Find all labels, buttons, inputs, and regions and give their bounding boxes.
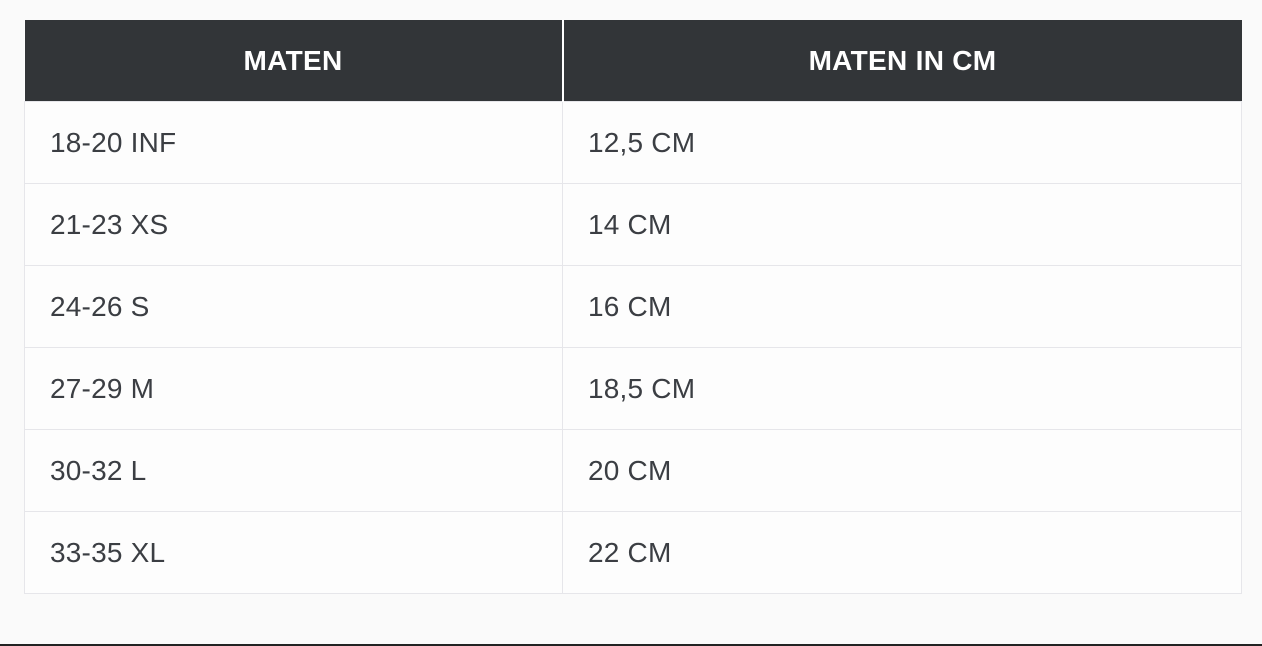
size-cm-cell: 16 CM (562, 265, 1242, 348)
size-cm-cell: 12,5 CM (562, 101, 1242, 184)
size-chart-table: MATEN MATEN IN CM 18-20 INF 12,5 CM 21-23 … (24, 20, 1242, 594)
table-row: 24-26 S 16 CM (24, 265, 1242, 348)
size-cm-cell: 22 CM (562, 511, 1242, 594)
header-sizes-cm: MATEN IN CM (561, 20, 1242, 102)
size-cm-cell: 20 CM (562, 429, 1242, 512)
size-cell: 27-29 M (24, 347, 563, 430)
size-cell: 18-20 INF (24, 101, 563, 184)
size-cell: 33-35 XL (24, 511, 563, 594)
size-cm-cell: 14 CM (562, 183, 1242, 266)
size-cell: 21-23 XS (24, 183, 563, 266)
table-row: 33-35 XL 22 CM (24, 511, 1242, 594)
size-cell: 24-26 S (24, 265, 563, 348)
bottom-divider (0, 644, 1262, 646)
size-cm-cell: 18,5 CM (562, 347, 1242, 430)
header-row: MATEN MATEN IN CM (24, 20, 1242, 102)
size-cell: 30-32 L (24, 429, 563, 512)
table-row: 27-29 M 18,5 CM (24, 347, 1242, 430)
table-row: 21-23 XS 14 CM (24, 183, 1242, 266)
table-row: 18-20 INF 12,5 CM (24, 101, 1242, 184)
table-row: 30-32 L 20 CM (24, 429, 1242, 512)
header-sizes: MATEN (24, 20, 563, 102)
